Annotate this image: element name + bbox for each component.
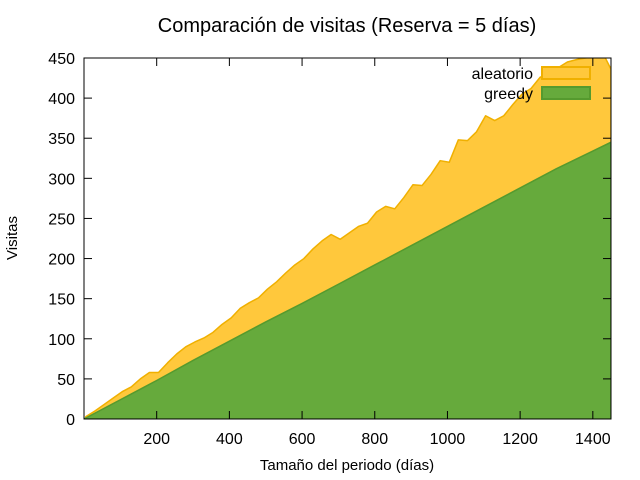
x-tick-label: 600 [289, 431, 316, 448]
y-tick-label: 300 [48, 171, 75, 188]
x-tick-label: 1400 [575, 431, 611, 448]
x-axis-label: Tamaño del periodo (días) [260, 457, 434, 474]
x-tick-label: 800 [361, 431, 388, 448]
series-area-greedy [84, 141, 611, 419]
chart-title: Comparación de visitas (Reserva = 5 días… [158, 15, 537, 37]
y-tick-label: 350 [48, 131, 75, 148]
legend-swatch-aleatorio [541, 66, 591, 80]
x-tick-label: 1200 [502, 431, 538, 448]
y-tick-label: 400 [48, 91, 75, 108]
y-tick-label: 450 [48, 51, 75, 68]
y-tick-label: 150 [48, 292, 75, 309]
y-tick-label: 250 [48, 211, 75, 228]
y-tick-label: 200 [48, 252, 75, 269]
plot-frame [83, 57, 612, 420]
legend-swatch-greedy [541, 86, 591, 100]
legend-label-aleatorio: aleatorio [472, 66, 533, 83]
x-tick-label: 400 [216, 431, 243, 448]
legend: aleatorio greedy [472, 66, 591, 103]
plot-area: 0 50 100 150 200 250 300 350 400 450 200 400 600 800 1… [48, 51, 612, 448]
y-axis-label: Visitas [4, 216, 21, 260]
legend-label-greedy: greedy [484, 86, 533, 103]
y-tick-label: 0 [66, 412, 75, 429]
y-tick-label: 50 [57, 372, 75, 389]
x-tick-label: 1000 [430, 431, 466, 448]
series-layer [84, 58, 611, 419]
x-tick-label: 200 [143, 431, 170, 448]
y-tick-label: 100 [48, 332, 75, 349]
